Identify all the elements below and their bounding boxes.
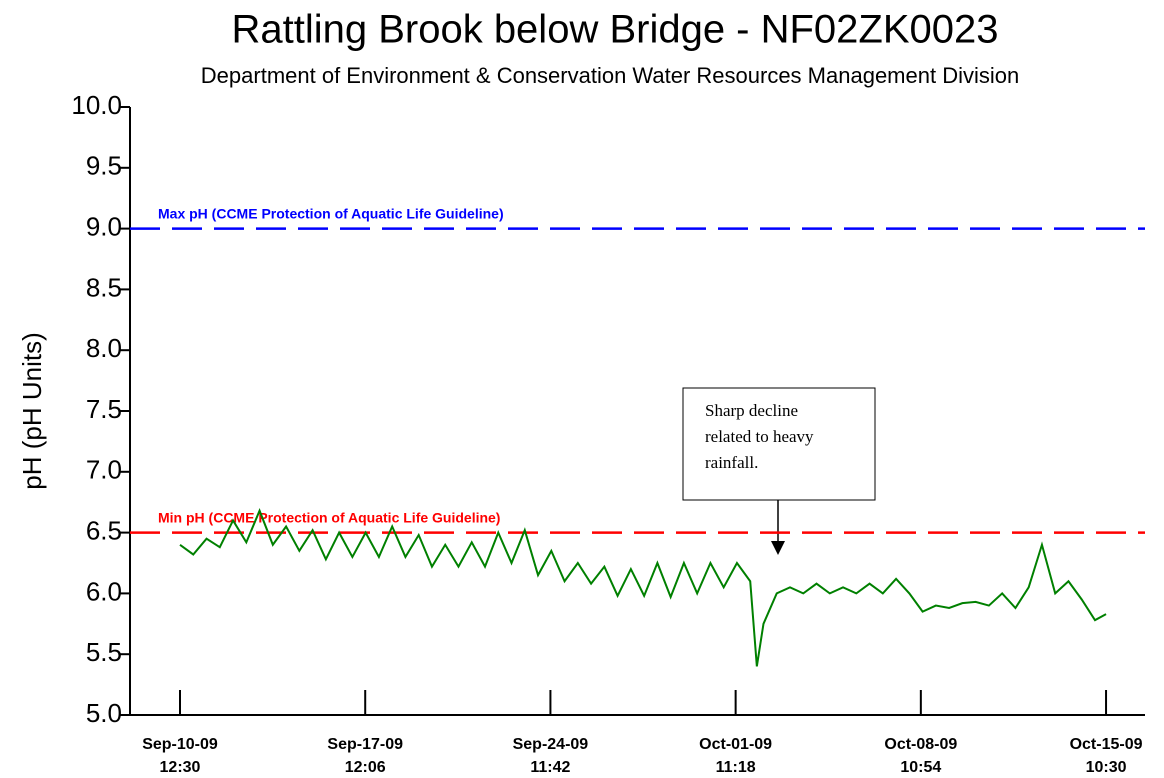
annotation-text: Sharp decline <box>705 401 798 420</box>
y-tick-label: 6.5 <box>86 515 122 545</box>
chart-subtitle: Department of Environment & Conservation… <box>201 63 1019 88</box>
reference-label: Min pH (CCME Protection of Aquatic Life … <box>158 509 500 525</box>
annotation-text: related to heavy <box>705 427 814 446</box>
x-tick-label: Oct-15-09 <box>1070 736 1143 753</box>
x-tick-label: Sep-17-09 <box>327 736 403 753</box>
x-tick-label: 11:18 <box>716 759 756 776</box>
y-tick-label: 7.0 <box>86 455 122 485</box>
y-axis-label: pH (pH Units) <box>17 332 47 489</box>
x-tick-label: 12:06 <box>345 759 386 776</box>
y-tick-label: 5.0 <box>86 698 122 728</box>
y-tick-label: 9.5 <box>86 151 122 181</box>
x-tick-label: Oct-01-09 <box>699 736 772 753</box>
chart-title: Rattling Brook below Bridge - NF02ZK0023 <box>231 8 998 52</box>
x-tick-label: Sep-10-09 <box>142 736 218 753</box>
annotation-text: rainfall. <box>705 453 758 472</box>
x-tick-label: 11:42 <box>530 759 570 776</box>
reference-label: Max pH (CCME Protection of Aquatic Life … <box>158 205 504 221</box>
y-tick-label: 5.5 <box>86 637 122 667</box>
data-line <box>179 508 1107 667</box>
y-tick-label: 8.0 <box>86 333 122 363</box>
y-tick-label: 8.5 <box>86 272 122 302</box>
x-tick-label: 12:30 <box>160 759 201 776</box>
annotation-box <box>682 387 876 501</box>
x-tick-label: Sep-24-09 <box>513 736 589 753</box>
y-tick-label: 10.0 <box>71 90 122 120</box>
y-tick-label: 7.5 <box>86 394 122 424</box>
x-tick-label: 10:30 <box>1086 759 1127 776</box>
x-tick-label: 10:54 <box>900 759 941 776</box>
y-tick-label: 6.0 <box>86 576 122 606</box>
annotation-arrowhead <box>771 541 785 555</box>
y-tick-label: 9.0 <box>86 211 122 241</box>
x-tick-label: Oct-08-09 <box>884 736 957 753</box>
